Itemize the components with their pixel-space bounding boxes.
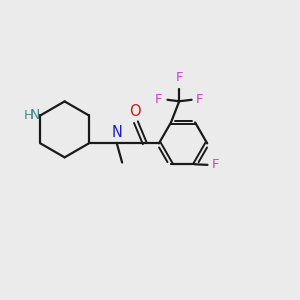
Text: F: F: [155, 93, 162, 106]
Text: H: H: [24, 109, 34, 122]
Text: N: N: [111, 125, 122, 140]
Text: F: F: [196, 93, 203, 106]
Text: F: F: [212, 158, 219, 171]
Text: F: F: [176, 70, 183, 84]
Text: O: O: [129, 103, 140, 118]
Text: N: N: [29, 108, 40, 122]
